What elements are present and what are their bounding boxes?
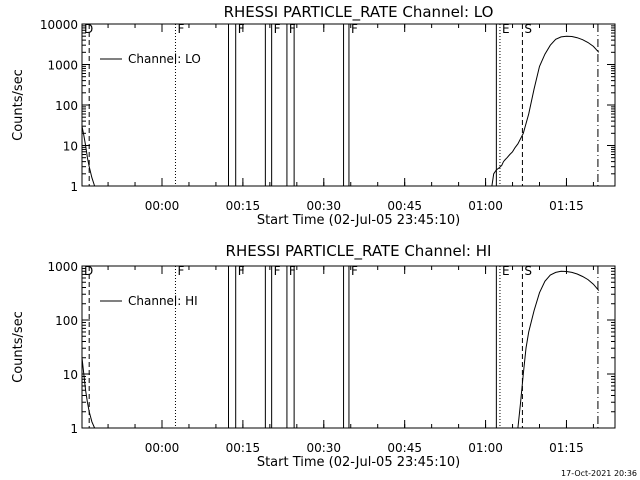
x-tick-label: 00:00 (145, 199, 180, 213)
event-marker-label: S (524, 22, 532, 36)
event-marker-label: F (177, 264, 184, 278)
x-axis-label: Start Time (02-Jul-05 23:45:10) (257, 455, 460, 470)
chart-panel-hi: RHESSI PARTICLE_RATE Channel: HI Start Ti… (11, 242, 616, 470)
x-tick-label: 00:30 (306, 199, 341, 213)
event-marker-label: F (238, 264, 245, 278)
x-tick-label: 01:00 (468, 441, 503, 455)
event-marker-label: F (289, 264, 296, 278)
x-tick-label: 01:15 (549, 199, 584, 213)
series-line (81, 126, 96, 187)
x-tick-label: 00:15 (226, 441, 261, 455)
x-tick-label: 00:45 (387, 441, 422, 455)
x-tick-label: 01:15 (549, 441, 584, 455)
event-marker-label: F (274, 22, 281, 36)
y-tick-label: 1 (70, 180, 78, 194)
event-marker-label: E (502, 264, 510, 278)
event-marker-label: F (177, 22, 184, 36)
x-tick-label: 00:30 (306, 441, 341, 455)
event-marker-label: S (524, 264, 532, 278)
y-tick-label: 10 (63, 368, 78, 382)
series-line (81, 357, 96, 429)
legend-entry: Channel: HI (128, 294, 198, 308)
x-tick-label: 00:00 (145, 441, 180, 455)
event-marker-label: F (351, 264, 358, 278)
y-axis-label: Counts/sec (11, 69, 26, 141)
event-marker-label: F (351, 22, 358, 36)
chart-title: RHESSI PARTICLE_RATE Channel: HI (226, 242, 492, 261)
event-marker-label: E (502, 22, 510, 36)
x-tick-label: 01:00 (468, 199, 503, 213)
footer-timestamp: 17-Oct-2021 20:36 (561, 469, 637, 478)
y-tick-label: 100 (55, 314, 78, 328)
y-tick-label: 10000 (40, 18, 78, 32)
x-tick-label: 00:15 (226, 199, 261, 213)
event-marker-label: D (84, 264, 93, 278)
y-tick-label: 1000 (47, 59, 78, 73)
event-marker-label: D (84, 22, 93, 36)
event-marker-label: F (238, 22, 245, 36)
x-axis-label: Start Time (02-Jul-05 23:45:10) (257, 213, 460, 228)
y-tick-label: 10 (63, 140, 78, 154)
chart-title: RHESSI PARTICLE_RATE Channel: LO (224, 3, 494, 22)
event-marker-label: F (289, 22, 296, 36)
y-tick-label: 1000 (47, 260, 78, 274)
x-tick-label: 00:45 (387, 199, 422, 213)
legend-entry: Channel: LO (128, 52, 201, 66)
y-axis-label: Counts/sec (11, 311, 26, 383)
y-tick-label: 1 (70, 422, 78, 436)
series-line (517, 270, 600, 429)
event-marker-label: F (274, 264, 281, 278)
series-line (491, 35, 600, 187)
chart-panel-lo: RHESSI PARTICLE_RATE Channel: LO Start Ti… (11, 3, 616, 228)
y-tick-label: 100 (55, 99, 78, 113)
